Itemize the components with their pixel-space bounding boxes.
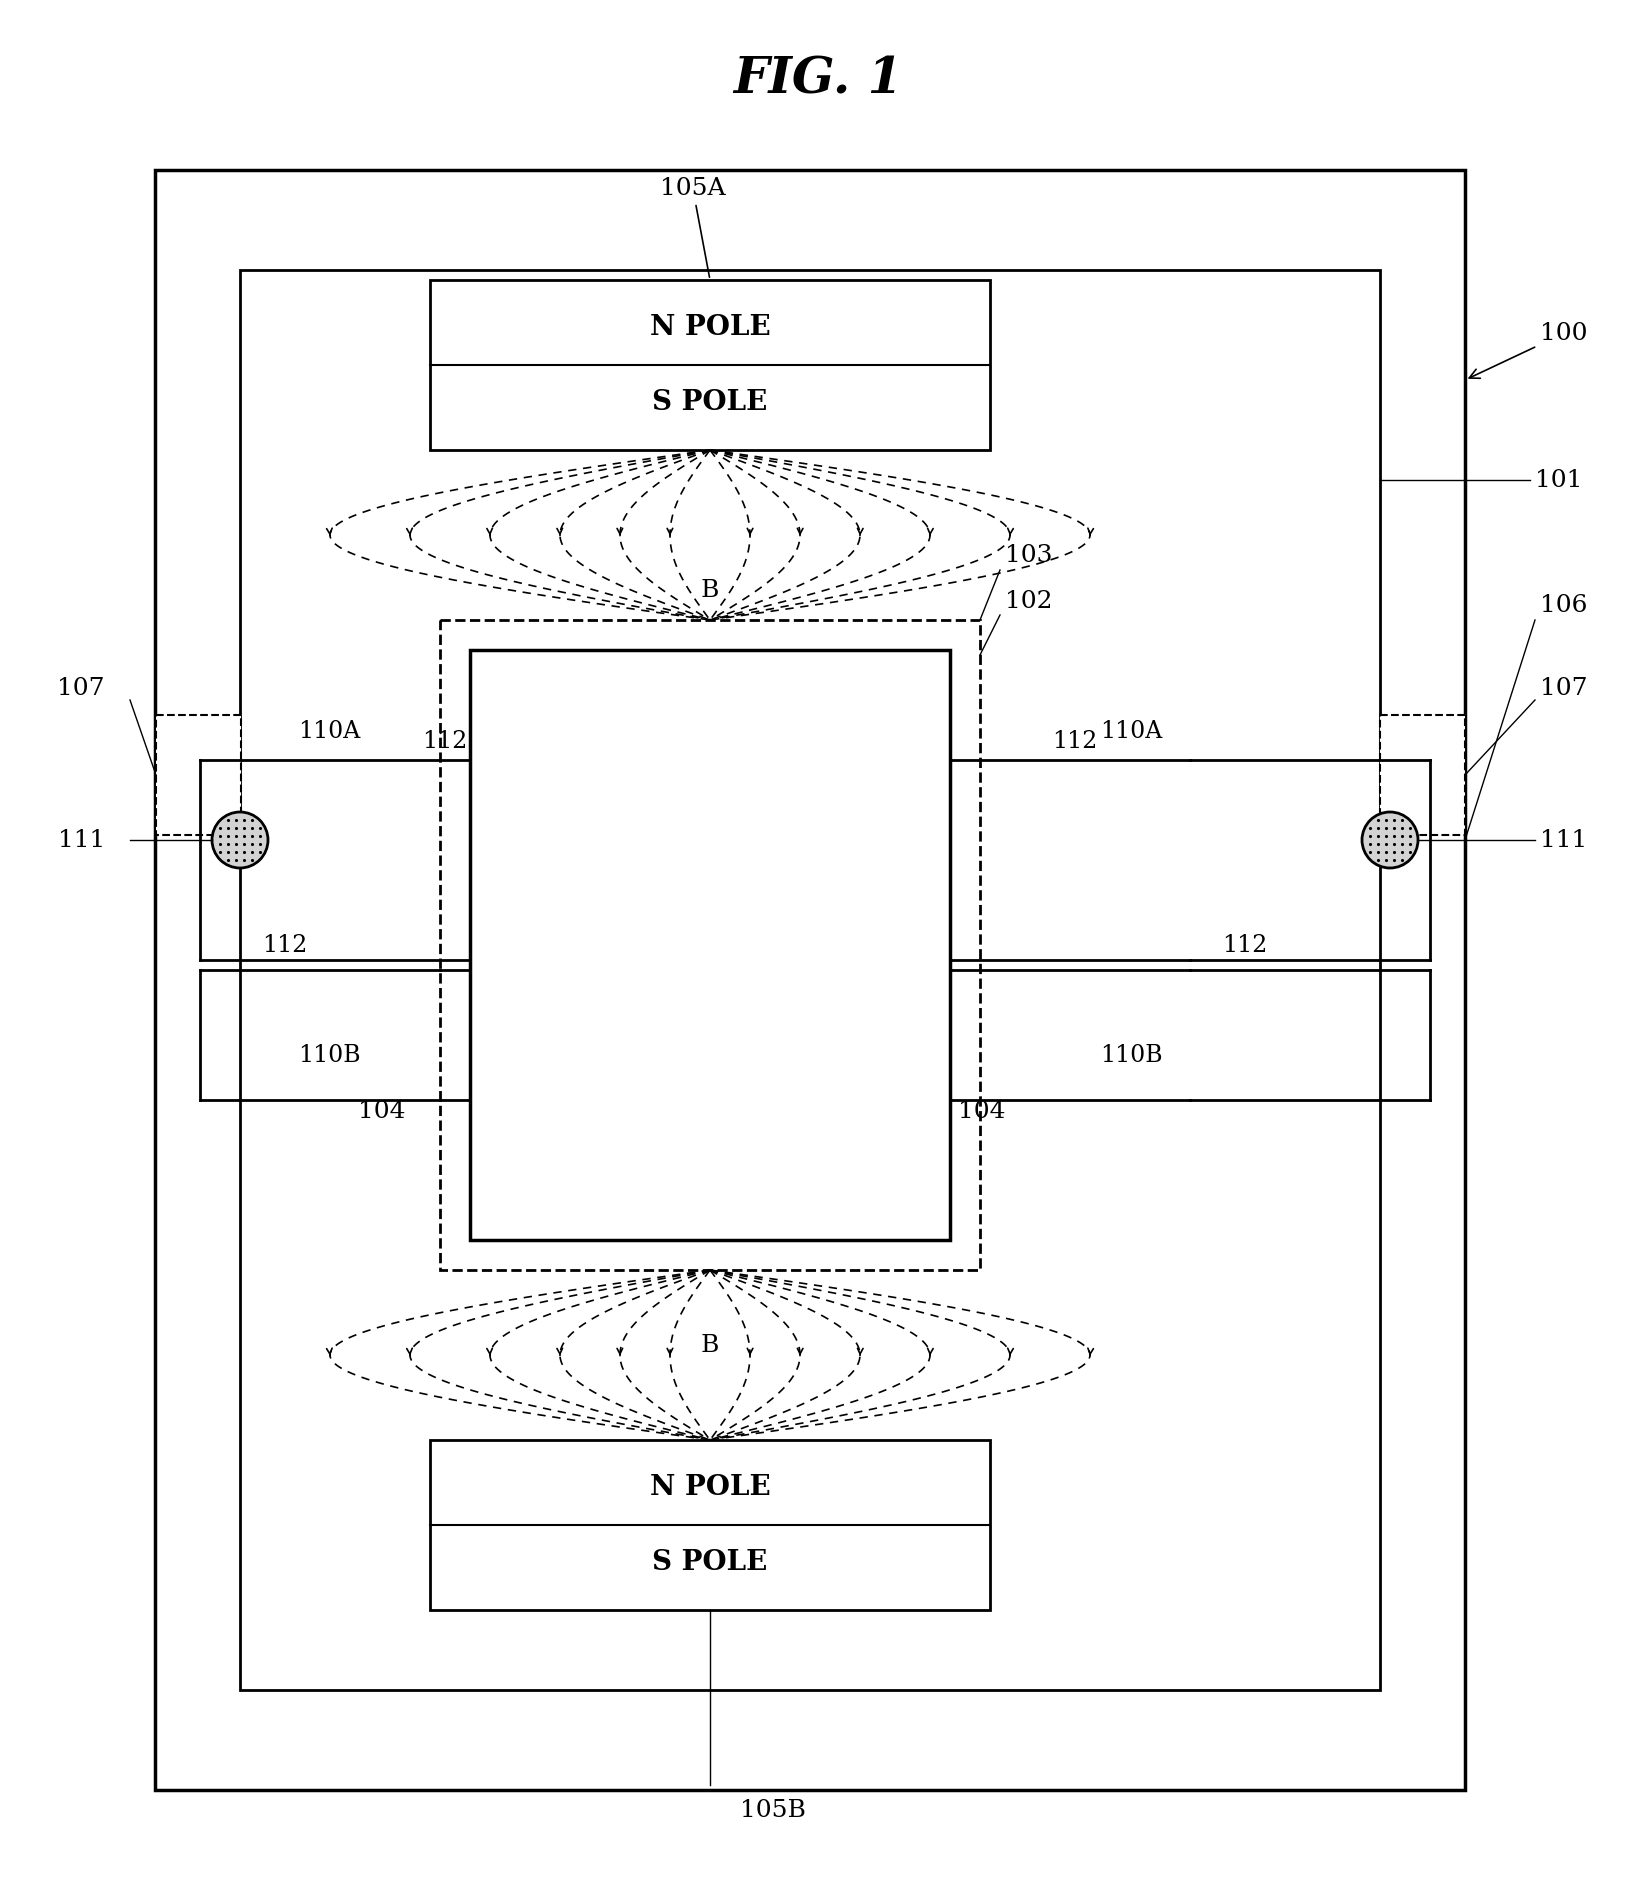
Text: 107: 107 — [1539, 677, 1587, 700]
Bar — [430, 1440, 990, 1610]
Circle shape — [1363, 812, 1418, 868]
Text: 103: 103 — [1005, 545, 1052, 568]
Text: N POLE: N POLE — [649, 1474, 771, 1500]
Text: 110A: 110A — [298, 721, 360, 744]
Text: 100: 100 — [1469, 322, 1587, 378]
Text: 102: 102 — [1005, 590, 1052, 613]
Text: 112: 112 — [422, 730, 468, 753]
Text: 105A: 105A — [659, 178, 726, 278]
Text: FIG. 1: FIG. 1 — [733, 55, 903, 104]
Bar — [1381, 715, 1464, 834]
Text: 104: 104 — [959, 1099, 1006, 1124]
Text: 110B: 110B — [1099, 1044, 1163, 1067]
Text: S POLE: S POLE — [653, 390, 767, 416]
Text: 112: 112 — [262, 935, 308, 957]
Text: 101: 101 — [1535, 469, 1582, 492]
Text: B: B — [700, 1334, 720, 1357]
Text: 107: 107 — [57, 677, 105, 700]
Bar — [240, 271, 1381, 1690]
Text: 111: 111 — [1539, 829, 1587, 851]
Bar — [430, 280, 990, 450]
Text: 104: 104 — [358, 1099, 406, 1124]
Text: N POLE: N POLE — [649, 314, 771, 341]
Text: 110A: 110A — [1099, 721, 1162, 744]
Text: 112: 112 — [1222, 935, 1268, 957]
Text: 106: 106 — [1539, 594, 1587, 617]
Text: B: B — [700, 579, 720, 602]
Text: 112: 112 — [1052, 730, 1098, 753]
Text: 105B: 105B — [739, 1799, 807, 1822]
Text: 110B: 110B — [298, 1044, 360, 1067]
Text: 111: 111 — [57, 829, 105, 851]
Bar — [440, 621, 980, 1270]
Bar — [470, 651, 951, 1239]
Bar — [155, 170, 1464, 1790]
Text: S POLE: S POLE — [653, 1550, 767, 1576]
Bar — [155, 715, 240, 834]
Circle shape — [213, 812, 268, 868]
